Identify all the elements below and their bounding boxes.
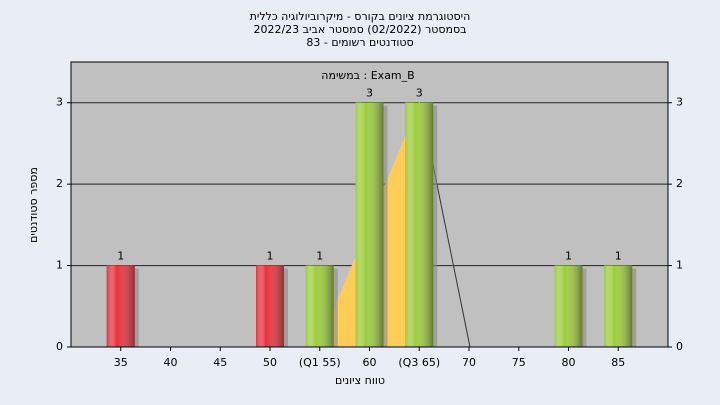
- value-label: 3: [366, 87, 373, 100]
- bar-shade: [355, 102, 384, 347]
- x-tick-label: 45: [213, 356, 227, 369]
- x-tick-label: 35: [114, 356, 128, 369]
- x-tick-label: 70: [462, 356, 476, 369]
- chart-subtitle: סטודנטים רשומים - 83: [306, 36, 413, 49]
- x-tick-label: (Q1 55): [299, 356, 341, 369]
- bar-shade: [256, 265, 284, 347]
- value-label: 1: [615, 250, 622, 263]
- y-tick-label: 2: [56, 177, 63, 190]
- y-tick-label: 0: [56, 340, 63, 353]
- x-tick-label: (Q3 65): [398, 356, 440, 369]
- x-tick-label: 85: [611, 356, 625, 369]
- y-tick-label: 1: [56, 259, 63, 272]
- value-label: 3: [416, 87, 423, 100]
- y-tick-label: 3: [676, 96, 683, 109]
- y-tick-label: 3: [56, 96, 63, 109]
- x-tick-label: 60: [363, 356, 377, 369]
- x-axis-label: טווח ציונים: [335, 374, 385, 387]
- bar-shade: [106, 265, 135, 347]
- y-axis-label: מספר סטודנטים: [27, 167, 40, 243]
- x-tick-label: 50: [263, 356, 277, 369]
- annotation: במשימה : Exam_B: [321, 69, 414, 82]
- y-tick-label: 1: [676, 259, 683, 272]
- y-tick-label: 2: [676, 177, 683, 190]
- value-label: 1: [117, 250, 124, 263]
- bar-shade: [305, 265, 334, 347]
- value-label: 1: [565, 250, 572, 263]
- value-label: 1: [267, 250, 274, 263]
- chart-title: היסטוגרמת ציונים בקורס - מיקרוביולוגיה כ…: [250, 10, 471, 23]
- x-tick-label: 75: [512, 356, 526, 369]
- x-tick-label: 80: [562, 356, 576, 369]
- y-tick-label: 0: [676, 340, 683, 353]
- bar-shade: [554, 265, 583, 347]
- bar-shade: [604, 265, 633, 347]
- x-tick-label: 40: [164, 356, 178, 369]
- chart-subtitle: בסמסטר (02/2022) סמסטר אביב 2022/23: [253, 23, 466, 36]
- bar-shade: [405, 102, 434, 347]
- value-label: 1: [316, 250, 323, 263]
